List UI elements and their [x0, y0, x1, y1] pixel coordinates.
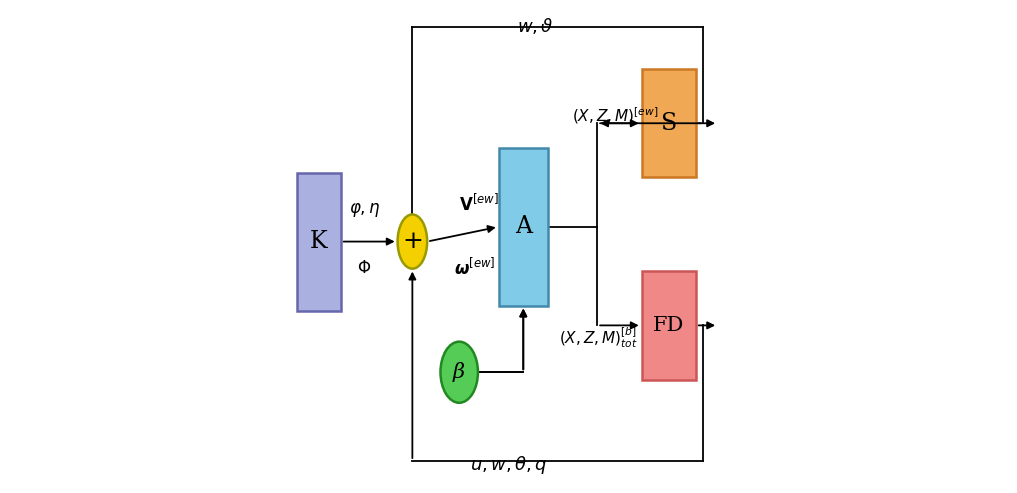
FancyBboxPatch shape [498, 148, 548, 306]
Text: A: A [515, 215, 532, 238]
Text: FD: FD [653, 316, 684, 335]
FancyBboxPatch shape [642, 271, 696, 380]
Ellipse shape [440, 342, 478, 403]
Text: $u, w, \theta, q$: $u, w, \theta, q$ [470, 454, 547, 476]
Text: $(X, Z, M)^{[ew]}$: $(X, Z, M)^{[ew]}$ [572, 106, 658, 126]
Text: $\varphi, \eta$: $\varphi, \eta$ [349, 201, 380, 218]
FancyBboxPatch shape [297, 173, 341, 311]
Text: +: + [402, 230, 423, 253]
Text: $w, \vartheta$: $w, \vartheta$ [518, 16, 554, 36]
Text: K: K [310, 230, 327, 253]
Text: $(X, Z, M)^{[b]}_{tot}$: $(X, Z, M)^{[b]}_{tot}$ [559, 325, 639, 350]
FancyBboxPatch shape [642, 69, 696, 177]
Text: $\boldsymbol{\omega}^{[ew]}$: $\boldsymbol{\omega}^{[ew]}$ [455, 258, 495, 280]
Ellipse shape [398, 214, 427, 269]
Text: S: S [661, 112, 677, 135]
Text: β: β [454, 362, 465, 382]
Text: $\Phi$: $\Phi$ [358, 260, 371, 277]
Text: $\mathbf{V}^{[ew]}$: $\mathbf{V}^{[ew]}$ [460, 194, 499, 215]
